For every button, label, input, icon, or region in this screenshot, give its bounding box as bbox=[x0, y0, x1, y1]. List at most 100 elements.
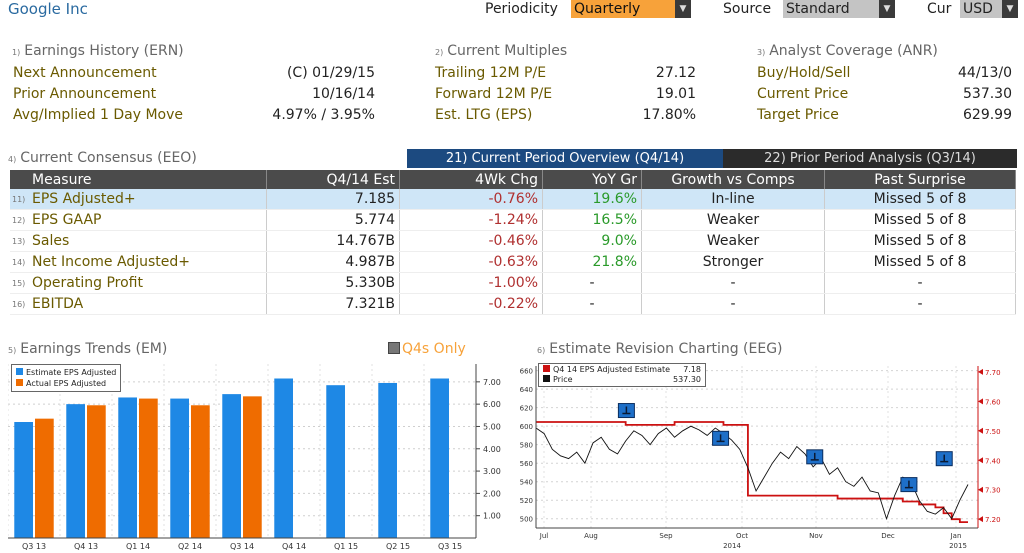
right-tick-marker bbox=[978, 398, 983, 405]
four-week-change-cell[interactable]: -1.24% bbox=[399, 209, 543, 231]
source-dropdown-icon[interactable]: ▼ bbox=[879, 0, 895, 18]
measure-cell[interactable]: Sales bbox=[28, 230, 267, 252]
periodicity-dropdown-icon[interactable]: ▼ bbox=[675, 0, 691, 18]
buy-hold-sell-label: Buy/Hold/Sell bbox=[757, 65, 851, 81]
yoy-growth-cell[interactable]: 21.8% bbox=[542, 251, 642, 273]
right-tick-marker bbox=[978, 427, 983, 434]
estimate-cell[interactable]: 5.330B bbox=[266, 272, 400, 294]
right-tick-label: 7.30 bbox=[985, 487, 1001, 495]
section-title: Earnings History (ERN) bbox=[24, 43, 184, 59]
left-tick-label: 520 bbox=[520, 497, 533, 505]
buy-hold-sell-value: 44/13/0 bbox=[958, 65, 1012, 81]
table-row[interactable]: 13) Sales 14.767B -0.46% 9.0% Weaker Mis… bbox=[10, 230, 1016, 252]
tab-current-period-overview[interactable]: 21) Current Period Overview (Q4/14) bbox=[407, 149, 723, 168]
yoy-growth-cell[interactable]: 9.0% bbox=[542, 230, 642, 252]
periodicity-select[interactable]: Quarterly bbox=[571, 0, 675, 18]
yoy-growth-cell[interactable]: 19.6% bbox=[542, 189, 642, 210]
row-number: 12) bbox=[10, 209, 28, 231]
yoy-growth-cell[interactable]: 16.5% bbox=[542, 209, 642, 231]
growth-vs-comps-cell[interactable]: Weaker bbox=[641, 209, 825, 231]
earnings-history-header[interactable]: 1) Earnings History (ERN) bbox=[12, 43, 184, 59]
consensus-table: Measure Q4/14 Est 4Wk Chg YoY Gr Growth … bbox=[10, 170, 1016, 315]
right-y-axis: 7.20 7.30 7.40 7.50 7.60 7.70 bbox=[977, 366, 1001, 528]
earnings-trends-chart: 1.002.003.004.005.006.007.00 Q3 13 Q4 13 Q… bbox=[8, 364, 501, 551]
measure-cell[interactable]: EBITDA bbox=[28, 293, 267, 315]
legend-value-price: 537.30 bbox=[673, 375, 701, 384]
analyst-coverage-header[interactable]: 3) Analyst Coverage (ANR) bbox=[757, 43, 938, 59]
four-week-change-cell[interactable]: -0.46% bbox=[399, 230, 543, 252]
estimate-cell[interactable]: 14.767B bbox=[266, 230, 400, 252]
growth-vs-comps-cell[interactable]: In-line bbox=[641, 189, 825, 210]
column-header-growth-vs-comps[interactable]: Growth vs Comps bbox=[641, 170, 825, 189]
estimate-cell[interactable]: 5.774 bbox=[266, 209, 400, 231]
earnings-trends-header[interactable]: 5) Earnings Trends (EM) bbox=[8, 341, 167, 357]
chart-gridlines bbox=[8, 364, 476, 538]
left-tick-label: 640 bbox=[520, 386, 533, 394]
actual-swatch bbox=[16, 379, 23, 386]
past-surprise-cell[interactable]: - bbox=[824, 272, 1016, 294]
current-price-value: 537.30 bbox=[963, 86, 1012, 102]
column-header-measure[interactable]: Measure bbox=[28, 170, 267, 189]
estimate-bar bbox=[170, 398, 189, 538]
price-swatch bbox=[543, 375, 550, 382]
four-week-change-cell[interactable]: -0.63% bbox=[399, 251, 543, 273]
right-tick-label: 7.20 bbox=[985, 516, 1001, 524]
estimate-swatch bbox=[16, 368, 23, 375]
currency-select[interactable]: USD bbox=[960, 0, 1002, 18]
table-row[interactable]: 16) EBITDA 7.321B -0.22% - - - bbox=[10, 293, 1016, 315]
prior-announcement-label: Prior Announcement bbox=[13, 86, 157, 102]
yoy-growth-cell[interactable]: - bbox=[542, 272, 642, 294]
column-header-past-surprise[interactable]: Past Surprise bbox=[824, 170, 1016, 189]
column-header-4wk-chg[interactable]: 4Wk Chg bbox=[399, 170, 543, 189]
estimate-cell[interactable]: 7.185 bbox=[266, 189, 400, 210]
left-tick-label: 500 bbox=[520, 516, 533, 524]
estimate-cell[interactable]: 4.987B bbox=[266, 251, 400, 273]
est-ltg-label: Est. LTG (EPS) bbox=[435, 107, 533, 123]
four-week-change-cell[interactable]: -0.76% bbox=[399, 189, 543, 210]
measure-cell[interactable]: Net Income Adjusted+ bbox=[28, 251, 267, 273]
measure-cell[interactable]: EPS Adjusted+ bbox=[28, 189, 267, 210]
actual-bar bbox=[139, 398, 158, 538]
four-week-change-cell[interactable]: -0.22% bbox=[399, 293, 543, 315]
table-row[interactable]: 12) EPS GAAP 5.774 -1.24% 16.5% Weaker M… bbox=[10, 209, 1016, 231]
yoy-growth-cell[interactable]: - bbox=[542, 293, 642, 315]
tab-prior-period-analysis[interactable]: 22) Prior Period Analysis (Q3/14) bbox=[723, 149, 1017, 168]
source-select[interactable]: Standard bbox=[783, 0, 879, 18]
past-surprise-cell[interactable]: Missed 5 of 8 bbox=[824, 189, 1016, 210]
past-surprise-cell[interactable]: Missed 5 of 8 bbox=[824, 209, 1016, 231]
measure-cell[interactable]: EPS GAAP bbox=[28, 209, 267, 231]
past-surprise-cell[interactable]: - bbox=[824, 293, 1016, 315]
y-tick-label: 1.00 bbox=[483, 512, 501, 521]
growth-vs-comps-cell[interactable]: - bbox=[641, 293, 825, 315]
measure-cell[interactable]: Operating Profit bbox=[28, 272, 267, 294]
table-row[interactable]: 14) Net Income Adjusted+ 4.987B -0.63% 2… bbox=[10, 251, 1016, 273]
past-surprise-cell[interactable]: Missed 5 of 8 bbox=[824, 251, 1016, 273]
growth-vs-comps-cell[interactable]: Weaker bbox=[641, 230, 825, 252]
earnings-event-glyph bbox=[904, 480, 913, 489]
y-tick-label: 6.00 bbox=[483, 400, 501, 409]
earnings-event-glyph bbox=[622, 406, 631, 415]
estimate-revision-header[interactable]: 6) Estimate Revision Charting (EEG) bbox=[537, 341, 783, 357]
legend-item-estimate: Estimate EPS Adjusted bbox=[26, 368, 117, 377]
section-number: 5) bbox=[8, 346, 17, 355]
x-tick-label: Q4 13 bbox=[74, 542, 98, 551]
earnings-event-glyph bbox=[810, 452, 819, 461]
column-header-yoy-gr[interactable]: YoY Gr bbox=[542, 170, 642, 189]
column-header-estimate[interactable]: Q4/14 Est bbox=[266, 170, 400, 189]
growth-vs-comps-cell[interactable]: Stronger bbox=[641, 251, 825, 273]
currency-dropdown-icon[interactable]: ▼ bbox=[1002, 0, 1018, 18]
row-number: 15) bbox=[10, 272, 28, 294]
earnings-event-glyph bbox=[940, 454, 949, 463]
four-week-change-cell[interactable]: -1.00% bbox=[399, 272, 543, 294]
section-number: 3) bbox=[757, 48, 766, 57]
y-tick-label: 7.00 bbox=[483, 378, 501, 387]
right-tick-marker bbox=[978, 516, 983, 523]
past-surprise-cell[interactable]: Missed 5 of 8 bbox=[824, 230, 1016, 252]
current-consensus-header[interactable]: 4) Current Consensus (EEO) bbox=[8, 150, 197, 166]
table-row[interactable]: 11) EPS Adjusted+ 7.185 -0.76% 19.6% In-… bbox=[10, 189, 1016, 210]
checkbox-icon[interactable] bbox=[388, 342, 400, 354]
growth-vs-comps-cell[interactable]: - bbox=[641, 272, 825, 294]
q4s-only-toggle[interactable]: Q4s Only bbox=[388, 341, 466, 357]
estimate-cell[interactable]: 7.321B bbox=[266, 293, 400, 315]
table-row[interactable]: 15) Operating Profit 5.330B -1.00% - - - bbox=[10, 272, 1016, 294]
